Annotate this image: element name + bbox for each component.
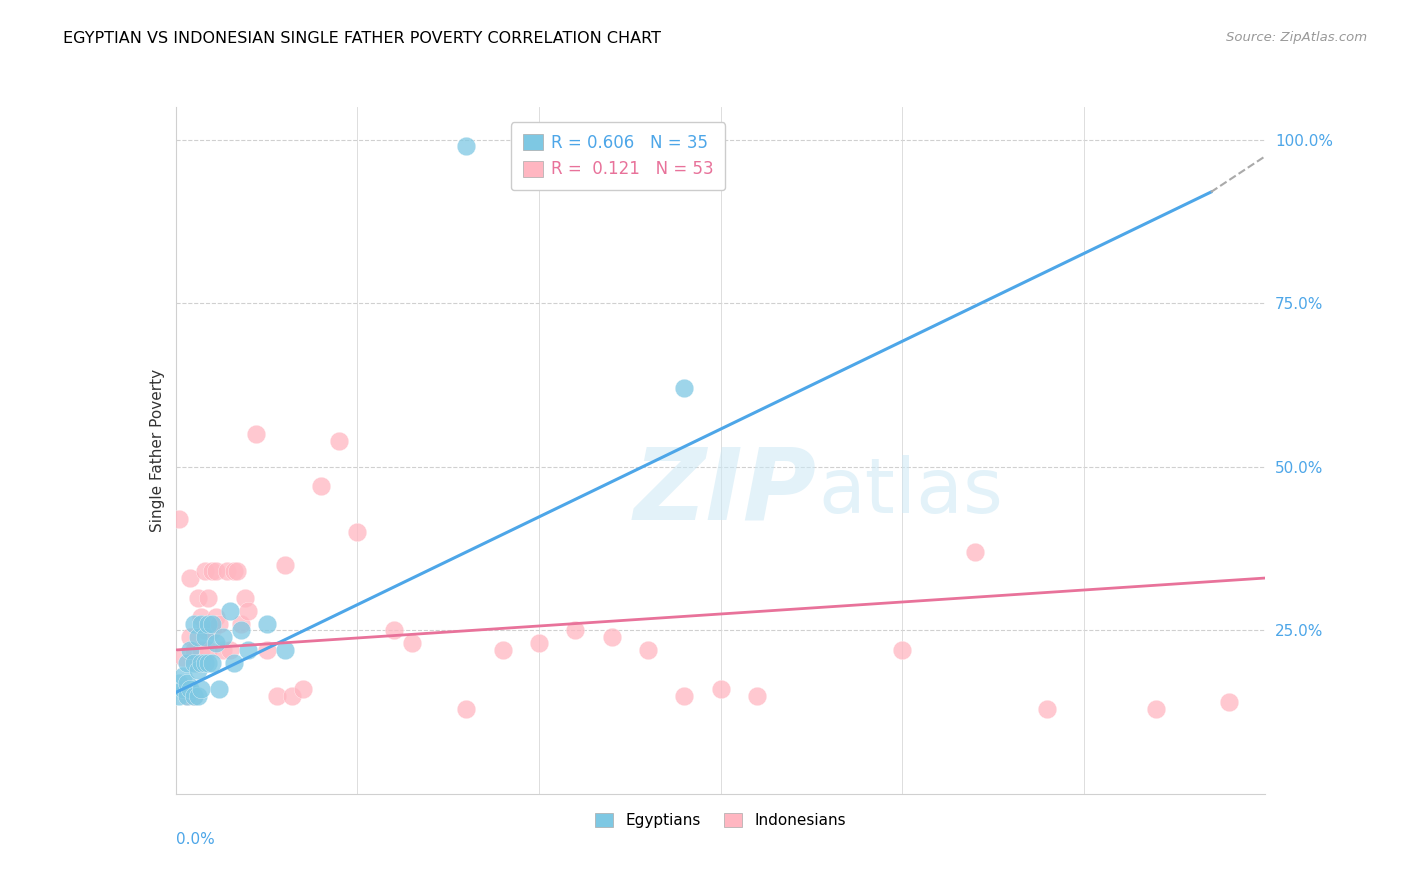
Point bbox=[183, 656, 205, 670]
Point bbox=[1146, 702, 1168, 716]
Point bbox=[219, 604, 242, 618]
Point bbox=[179, 571, 201, 585]
Point bbox=[281, 689, 304, 703]
Point bbox=[208, 682, 231, 697]
Point bbox=[197, 591, 219, 605]
Legend: Egyptians, Indonesians: Egyptians, Indonesians bbox=[589, 806, 852, 834]
Text: 0.0%: 0.0% bbox=[176, 831, 215, 847]
Point bbox=[169, 689, 191, 703]
Point bbox=[186, 630, 209, 644]
Point bbox=[745, 689, 768, 703]
Point bbox=[564, 624, 586, 638]
Point bbox=[186, 656, 209, 670]
Point bbox=[169, 675, 191, 690]
Point bbox=[238, 604, 260, 618]
Point bbox=[401, 636, 423, 650]
Point bbox=[222, 656, 245, 670]
Point bbox=[201, 616, 224, 631]
Point bbox=[172, 649, 194, 664]
Point bbox=[219, 643, 242, 657]
Point bbox=[1218, 695, 1240, 709]
Point bbox=[179, 682, 201, 697]
Point bbox=[600, 630, 623, 644]
Point bbox=[212, 643, 235, 657]
Point bbox=[637, 643, 659, 657]
Point bbox=[176, 675, 198, 690]
Point bbox=[201, 624, 224, 638]
Point bbox=[291, 682, 314, 697]
Point bbox=[183, 643, 205, 657]
Point bbox=[238, 643, 260, 657]
Point bbox=[186, 591, 209, 605]
Point bbox=[527, 636, 550, 650]
Point bbox=[190, 682, 212, 697]
Point bbox=[233, 591, 256, 605]
Point bbox=[226, 565, 249, 579]
Point bbox=[186, 689, 209, 703]
Point bbox=[194, 565, 217, 579]
Point bbox=[673, 689, 696, 703]
Point bbox=[190, 656, 212, 670]
Point bbox=[245, 427, 267, 442]
Point bbox=[492, 643, 515, 657]
Point bbox=[266, 689, 288, 703]
Point bbox=[179, 643, 201, 657]
Point bbox=[456, 139, 478, 153]
Point bbox=[274, 558, 297, 572]
Point bbox=[183, 616, 205, 631]
Point bbox=[231, 616, 253, 631]
Point bbox=[204, 565, 226, 579]
Point bbox=[197, 616, 219, 631]
Point bbox=[204, 636, 226, 650]
Point bbox=[169, 512, 191, 526]
Point bbox=[891, 643, 914, 657]
Point bbox=[673, 381, 696, 395]
Point bbox=[179, 630, 201, 644]
Point bbox=[201, 565, 224, 579]
Point bbox=[256, 643, 278, 657]
Point bbox=[208, 616, 231, 631]
Point bbox=[172, 682, 194, 697]
Point bbox=[231, 624, 253, 638]
Point bbox=[176, 689, 198, 703]
Point bbox=[256, 616, 278, 631]
Point bbox=[212, 630, 235, 644]
Point bbox=[346, 525, 368, 540]
Point bbox=[963, 545, 986, 559]
Point bbox=[222, 565, 245, 579]
Point bbox=[176, 689, 198, 703]
Point bbox=[215, 565, 238, 579]
Point bbox=[710, 682, 733, 697]
Point bbox=[197, 656, 219, 670]
Point bbox=[456, 702, 478, 716]
Point bbox=[309, 479, 332, 493]
Text: Source: ZipAtlas.com: Source: ZipAtlas.com bbox=[1226, 31, 1367, 45]
Point bbox=[190, 610, 212, 624]
Point bbox=[201, 656, 224, 670]
Point bbox=[183, 689, 205, 703]
Text: EGYPTIAN VS INDONESIAN SINGLE FATHER POVERTY CORRELATION CHART: EGYPTIAN VS INDONESIAN SINGLE FATHER POV… bbox=[63, 31, 661, 46]
Point bbox=[186, 663, 209, 677]
Point bbox=[1036, 702, 1059, 716]
Point bbox=[190, 643, 212, 657]
Point bbox=[197, 643, 219, 657]
Point bbox=[172, 669, 194, 683]
Point bbox=[190, 616, 212, 631]
Point bbox=[274, 643, 297, 657]
Y-axis label: Single Father Poverty: Single Father Poverty bbox=[149, 369, 165, 532]
Point bbox=[183, 689, 205, 703]
Point bbox=[194, 656, 217, 670]
Point bbox=[204, 610, 226, 624]
Point bbox=[382, 624, 405, 638]
Point bbox=[176, 656, 198, 670]
Point bbox=[194, 630, 217, 644]
Text: ZIP: ZIP bbox=[633, 443, 817, 541]
Point bbox=[328, 434, 350, 448]
Text: atlas: atlas bbox=[818, 455, 1004, 529]
Point bbox=[194, 624, 217, 638]
